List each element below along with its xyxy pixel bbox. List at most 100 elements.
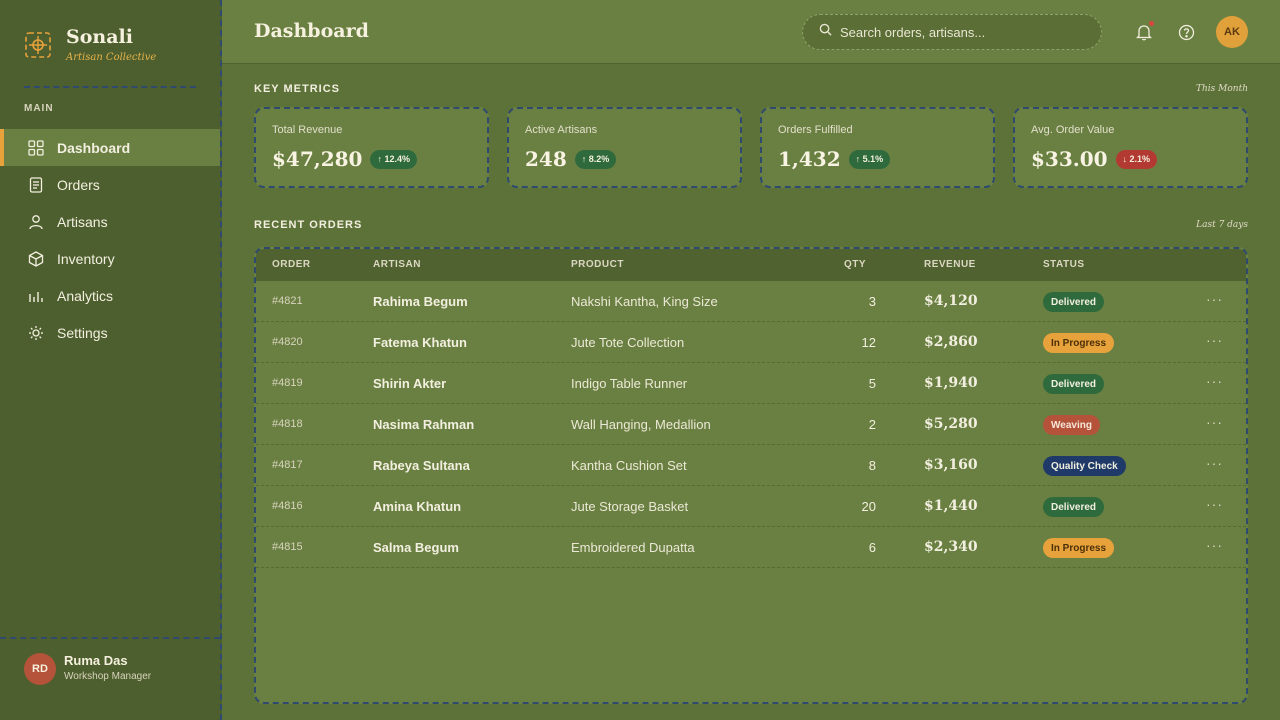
artisan-name[interactable]: Shirin Akter — [373, 376, 447, 391]
metric-value: $33.00 — [1031, 147, 1108, 171]
bar-chart-icon — [27, 287, 45, 305]
table-row[interactable]: #4819 Shirin Akter Indigo Table Runner 5 $1,… — [256, 363, 1246, 404]
quantity: 5 — [868, 376, 876, 391]
order-id[interactable]: #4819 — [272, 377, 303, 389]
metric-label: Orders Fulfilled — [778, 124, 853, 136]
sidebar-item-label: Analytics — [57, 287, 114, 304]
metric-label: Total Revenue — [272, 124, 343, 136]
user-avatar[interactable]: AK — [1216, 16, 1248, 48]
revenue: $4,120 — [924, 293, 978, 309]
sidebar-item-orders[interactable]: Orders — [0, 166, 220, 203]
brand-tagline: Artisan Collective — [66, 52, 157, 63]
order-id[interactable]: #4817 — [272, 459, 303, 471]
status-badge: Delivered — [1043, 497, 1105, 517]
metric-card-orders[interactable]: Orders Fulfilled 1,432 ↑ 5.1% — [760, 107, 995, 188]
metric-card-revenue[interactable]: Total Revenue $47,280 ↑ 12.4% — [254, 107, 489, 188]
user-role: Workshop Manager — [64, 671, 152, 682]
quantity: 20 — [861, 499, 876, 514]
help-icon — [1178, 24, 1194, 40]
artisan-name[interactable]: Fatema Khatun — [373, 335, 467, 350]
column-header-status[interactable]: STATUS — [1043, 259, 1085, 270]
table-row[interactable]: #4821 Rahima Begum Nakshi Kantha, King Siz… — [256, 281, 1246, 322]
sidebar-item-artisans[interactable]: Artisans — [0, 203, 220, 240]
order-id[interactable]: #4815 — [272, 541, 303, 553]
status-badge: Delivered — [1043, 374, 1105, 394]
artisan-name[interactable]: Rahima Begum — [373, 294, 468, 309]
brand[interactable]: Sonali Artisan Collective — [24, 26, 156, 63]
metric-card-avg-order[interactable]: Avg. Order Value $33.00 ↓ 2.1% — [1013, 107, 1248, 188]
quantity: 2 — [868, 417, 876, 432]
notification-dot — [1149, 21, 1154, 26]
column-header-revenue[interactable]: REVENUE — [924, 259, 976, 270]
more-actions-button[interactable]: ··· — [1206, 291, 1223, 307]
product-name: Embroidered Dupatta — [571, 540, 695, 555]
table-row[interactable]: #4816 Amina Khatun Jute Storage Basket 20 $1… — [256, 486, 1246, 527]
order-id[interactable]: #4818 — [272, 418, 303, 430]
notifications-button[interactable] — [1133, 21, 1155, 43]
product-name: Kantha Cushion Set — [571, 458, 687, 473]
more-actions-button[interactable]: ··· — [1206, 414, 1223, 430]
order-id[interactable]: #4821 — [272, 295, 303, 307]
more-actions-button[interactable]: ··· — [1206, 373, 1223, 389]
metric-delta-badge: ↑ 8.2% — [574, 149, 617, 169]
order-id[interactable]: #4820 — [272, 336, 303, 348]
search-input[interactable] — [840, 24, 1080, 40]
product-name: Wall Hanging, Medallion — [571, 417, 711, 432]
sidebar-nav: Dashboard Orders Artisans — [0, 129, 220, 351]
table-row[interactable]: #4815 Salma Begum Embroidered Dupatta 6 $2,3… — [256, 527, 1246, 568]
more-actions-button[interactable]: ··· — [1206, 332, 1223, 348]
metric-label: Active Artisans — [525, 124, 598, 136]
metric-cards: Total Revenue $47,280 ↑ 12.4% Active Art… — [254, 107, 1248, 188]
artisan-name[interactable]: Amina Khatun — [373, 499, 462, 514]
artisan-name[interactable]: Rabeya Sultana — [373, 458, 470, 473]
more-actions-button[interactable]: ··· — [1206, 537, 1223, 553]
revenue: $2,860 — [924, 334, 978, 350]
table-row[interactable]: #4820 Fatema Khatun Jute Tote Collection 12… — [256, 322, 1246, 363]
sidebar-item-dashboard[interactable]: Dashboard — [0, 129, 220, 166]
metric-value: 248 — [525, 147, 567, 171]
more-actions-button[interactable]: ··· — [1206, 496, 1223, 512]
product-name: Jute Storage Basket — [571, 499, 689, 514]
quantity: 6 — [868, 540, 876, 555]
user-name: Ruma Das — [64, 653, 128, 668]
table-row[interactable]: #4818 Nasima Rahman Wall Hanging, Medallio… — [256, 404, 1246, 445]
status-badge: In Progress — [1043, 538, 1115, 558]
user-profile[interactable]: RD Ruma Das Workshop Manager — [0, 637, 220, 720]
product-name: Nakshi Kantha, King Size — [571, 294, 718, 309]
sidebar-item-label: Dashboard — [57, 139, 131, 156]
sidebar-item-label: Orders — [57, 176, 100, 193]
artisan-name[interactable]: Salma Begum — [373, 540, 459, 555]
revenue: $5,280 — [924, 416, 978, 432]
sun-gear-icon — [27, 324, 45, 342]
orders-section-title: RECENT ORDERS — [254, 219, 363, 231]
help-button[interactable] — [1175, 21, 1197, 43]
status-badge: Quality Check — [1043, 456, 1126, 476]
column-header-product[interactable]: PRODUCT — [571, 259, 624, 270]
metric-delta-badge: ↑ 12.4% — [370, 149, 417, 169]
orders-table: ORDER ARTISAN PRODUCT QTY REVENUE STATUS… — [254, 247, 1248, 704]
metric-card-artisans[interactable]: Active Artisans 248 ↑ 8.2% — [507, 107, 742, 188]
sidebar: Sonali Artisan Collective MAIN Dashboard… — [0, 0, 222, 720]
metric-label: Avg. Order Value — [1031, 124, 1115, 136]
revenue: $2,340 — [924, 539, 978, 555]
search-icon — [819, 23, 832, 41]
metrics-section-title: KEY METRICS — [254, 83, 340, 95]
product-name: Indigo Table Runner — [571, 376, 688, 391]
sidebar-item-analytics[interactable]: Analytics — [0, 277, 220, 314]
column-header-order[interactable]: ORDER — [272, 259, 311, 270]
sidebar-item-label: Inventory — [57, 250, 115, 267]
more-actions-button[interactable]: ··· — [1206, 455, 1223, 471]
column-header-artisan[interactable]: ARTISAN — [373, 259, 421, 270]
sidebar-item-label: Settings — [57, 324, 108, 341]
sidebar-item-settings[interactable]: Settings — [0, 314, 220, 351]
order-id[interactable]: #4816 — [272, 500, 303, 512]
metric-delta-badge: ↑ 5.1% — [848, 149, 891, 169]
artisan-name[interactable]: Nasima Rahman — [373, 417, 475, 432]
sidebar-item-inventory[interactable]: Inventory — [0, 240, 220, 277]
brand-name: Sonali — [66, 26, 133, 48]
table-row[interactable]: #4817 Rabeya Sultana Kantha Cushion Set 8 $3… — [256, 445, 1246, 486]
table-body: #4821 Rahima Begum Nakshi Kantha, King Siz… — [256, 281, 1246, 568]
column-header-qty[interactable]: QTY — [844, 259, 867, 270]
bell-icon — [1136, 24, 1152, 40]
search-box[interactable] — [802, 14, 1102, 50]
